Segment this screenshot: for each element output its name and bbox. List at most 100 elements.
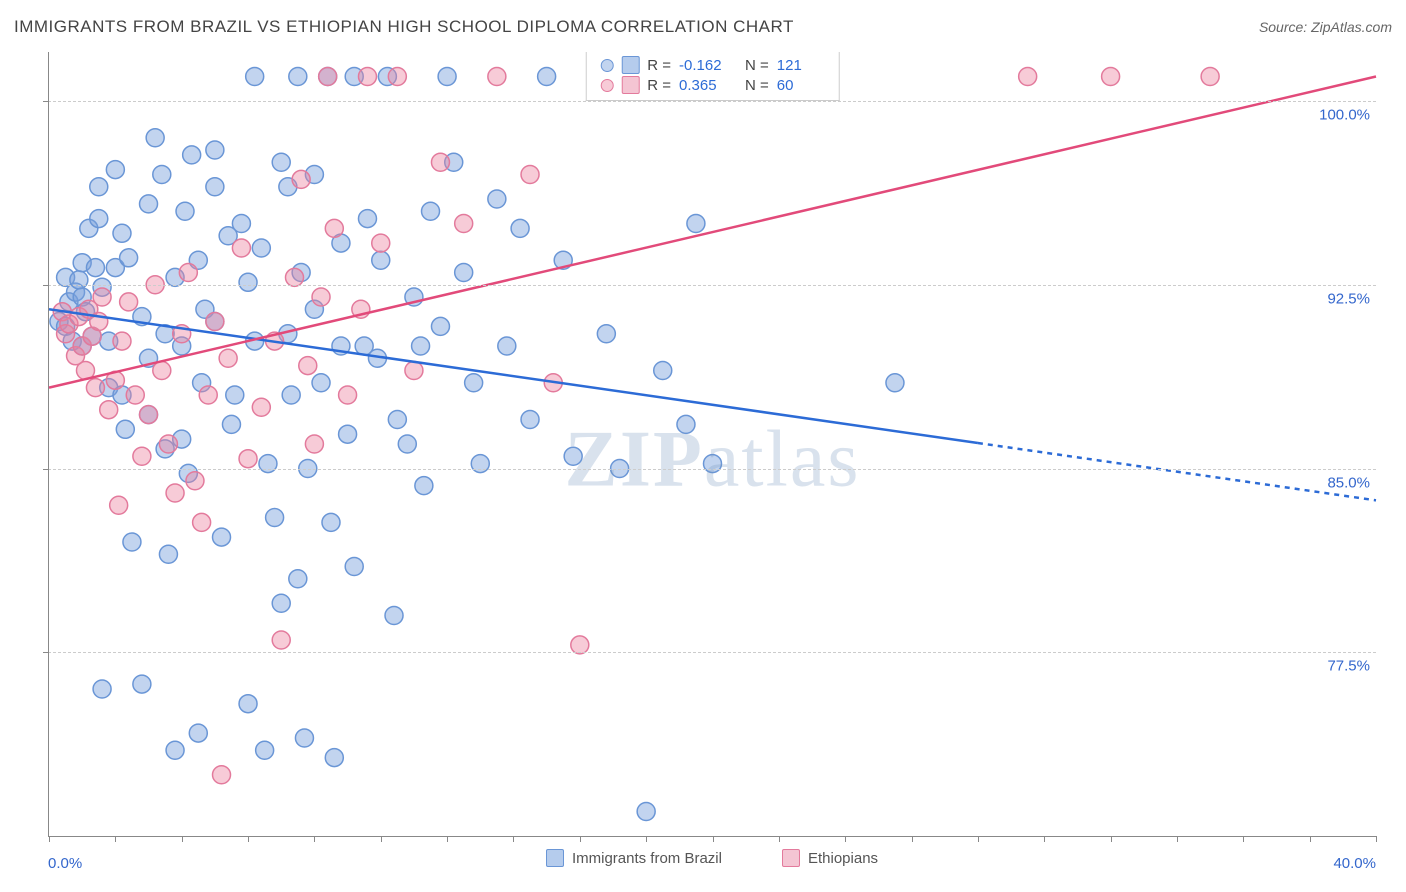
data-point (388, 68, 406, 86)
data-point (388, 411, 406, 429)
data-point (455, 215, 473, 233)
x-tick (1310, 836, 1311, 842)
y-tick-label: 85.0% (1327, 474, 1370, 491)
x-tick (978, 836, 979, 842)
data-point (239, 695, 257, 713)
data-point (232, 215, 250, 233)
data-point (100, 401, 118, 419)
data-point (564, 447, 582, 465)
data-point (431, 153, 449, 171)
x-max-label: 40.0% (1333, 855, 1376, 872)
data-point (412, 337, 430, 355)
legend-item-ethiopians: Ethiopians (782, 849, 878, 867)
data-point (292, 170, 310, 188)
data-point (219, 349, 237, 367)
data-point (123, 533, 141, 551)
data-point (422, 202, 440, 220)
data-point (687, 215, 705, 233)
data-point (120, 293, 138, 311)
r-value: -0.162 (679, 57, 727, 74)
x-tick (248, 836, 249, 842)
data-point (1201, 68, 1219, 86)
data-point (282, 386, 300, 404)
data-point (246, 68, 264, 86)
data-point (120, 249, 138, 267)
x-tick (580, 836, 581, 842)
x-tick (314, 836, 315, 842)
data-point (70, 271, 88, 289)
data-point (325, 219, 343, 237)
data-point (385, 607, 403, 625)
data-point (206, 141, 224, 159)
data-point (339, 425, 357, 443)
data-point (159, 545, 177, 563)
x-tick (779, 836, 780, 842)
data-point (189, 724, 207, 742)
data-point (252, 398, 270, 416)
data-point (179, 264, 197, 282)
data-point (176, 202, 194, 220)
y-tick (43, 652, 49, 653)
x-min-label: 0.0% (48, 855, 82, 872)
data-point (299, 357, 317, 375)
data-point (222, 415, 240, 433)
data-point (372, 251, 390, 269)
data-point (322, 513, 340, 531)
data-point (272, 594, 290, 612)
x-tick (646, 836, 647, 842)
data-point (339, 386, 357, 404)
data-point (677, 415, 695, 433)
data-point (140, 406, 158, 424)
corr-row-brazil: R = -0.162 N = 121 (600, 56, 825, 74)
trend-line-dashed (978, 443, 1376, 500)
x-tick (912, 836, 913, 842)
corr-row-ethiopians: R = 0.365 N = 60 (600, 76, 825, 94)
data-point (289, 570, 307, 588)
y-tick (43, 469, 49, 470)
x-tick (49, 836, 50, 842)
data-point (372, 234, 390, 252)
data-point (186, 472, 204, 490)
data-point (140, 195, 158, 213)
data-point (488, 68, 506, 86)
trend-line (49, 309, 978, 443)
data-point (126, 386, 144, 404)
data-point (455, 264, 473, 282)
data-point (146, 129, 164, 147)
data-point (133, 447, 151, 465)
data-point (465, 374, 483, 392)
x-tick (182, 836, 183, 842)
data-point (183, 146, 201, 164)
data-point (90, 210, 108, 228)
y-tick-label: 92.5% (1327, 290, 1370, 307)
data-point (325, 749, 343, 767)
legend-label: Ethiopians (808, 850, 878, 867)
data-point (193, 513, 211, 531)
data-point (488, 190, 506, 208)
data-point (266, 509, 284, 527)
n-value: 121 (777, 57, 825, 74)
data-point (1102, 68, 1120, 86)
data-point (256, 741, 274, 759)
data-point (213, 766, 231, 784)
n-label: N = (745, 57, 769, 74)
x-tick (713, 836, 714, 842)
data-point (213, 528, 231, 546)
data-point (159, 435, 177, 453)
data-point (498, 337, 516, 355)
data-point (285, 268, 303, 286)
data-point (153, 166, 171, 184)
marker-icon (600, 59, 613, 72)
data-point (319, 68, 337, 86)
chart-title: IMMIGRANTS FROM BRAZIL VS ETHIOPIAN HIGH… (14, 17, 794, 37)
data-point (521, 411, 539, 429)
legend-label: Immigrants from Brazil (572, 850, 722, 867)
n-label: N = (745, 77, 769, 94)
data-point (886, 374, 904, 392)
x-tick (447, 836, 448, 842)
data-point (199, 386, 217, 404)
data-point (106, 161, 124, 179)
data-point (166, 741, 184, 759)
swatch-icon (782, 849, 800, 867)
x-tick (1111, 836, 1112, 842)
